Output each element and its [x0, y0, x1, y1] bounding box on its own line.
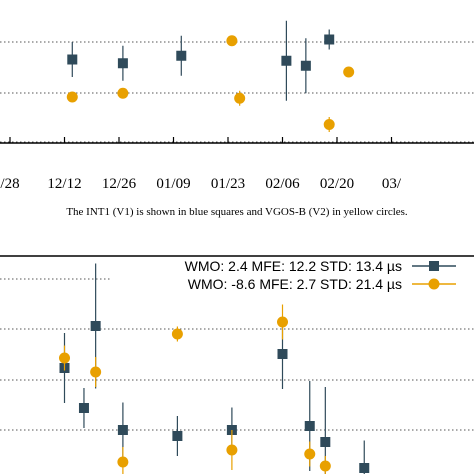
legend-label: WMO: 2.4 MFE: 12.2 STD: 13.4 µs	[185, 258, 402, 274]
bottom-square-point	[90, 321, 101, 331]
top-circle-point	[226, 35, 238, 47]
top-x-tick-label: 03/	[382, 176, 402, 192]
figure-caption: The INT1 (V1) is shown in blue squares a…	[66, 206, 408, 218]
bottom-circle-point	[117, 456, 129, 468]
top-square-point	[300, 60, 311, 71]
top-square-point	[281, 55, 292, 66]
bottom-circle-point	[304, 448, 316, 460]
top-circle-point	[117, 87, 129, 99]
bottom-circle-point	[226, 444, 238, 456]
legend-square-marker	[429, 261, 439, 271]
bottom-circle-point	[277, 316, 288, 328]
bottom-circle-point	[59, 352, 70, 364]
top-square-point	[67, 54, 78, 65]
bottom-circle-point	[90, 366, 102, 378]
bottom-marks	[59, 263, 370, 474]
top-x-tick-label: /28	[0, 176, 19, 192]
top-square-point	[176, 50, 187, 61]
bottom-square-point	[320, 437, 331, 447]
bottom-legend: WMO: 2.4 MFE: 12.2 STD: 13.4 µs WMO: -8.6…	[185, 258, 456, 292]
bottom-circle-point	[319, 460, 331, 472]
bottom-square-point	[304, 421, 315, 431]
top-circle-point	[323, 119, 335, 130]
top-x-tick-label: 02/06	[265, 176, 300, 192]
bottom-square-point	[172, 431, 183, 441]
bottom-square-point	[277, 349, 288, 359]
top-x-ticks: /28 12/12 12/26 01/09 01/23 02/06 02/20 03/	[0, 137, 402, 192]
top-panel: /28 12/12 12/26 01/09 01/23 02/06 02/20 03/	[0, 20, 474, 192]
bottom-panel: WMO: 2.4 MFE: 12.2 STD: 13.4 µs WMO: -8.6…	[0, 255, 474, 474]
top-circle-point	[343, 66, 355, 78]
legend-circle-marker	[428, 278, 440, 290]
top-x-tick-label: 12/26	[102, 176, 137, 192]
top-x-tick-label: 12/12	[47, 176, 81, 192]
top-circle-point	[66, 91, 78, 103]
bottom-grid	[0, 278, 474, 431]
top-square-point	[117, 58, 128, 69]
legend-label: WMO: -8.6 MFE: 2.7 STD: 21.4 µs	[188, 276, 402, 292]
bottom-square-point	[359, 463, 370, 473]
bottom-circle-point	[171, 328, 183, 340]
top-x-tick-label: 01/23	[211, 176, 245, 192]
top-marks	[66, 20, 355, 132]
top-circle-point	[234, 92, 246, 104]
bottom-square-point	[78, 403, 89, 413]
top-square-point	[324, 34, 335, 45]
bottom-square-point	[117, 425, 128, 435]
top-x-tick-label: 02/20	[320, 176, 354, 192]
top-x-tick-label: 01/09	[156, 176, 190, 192]
